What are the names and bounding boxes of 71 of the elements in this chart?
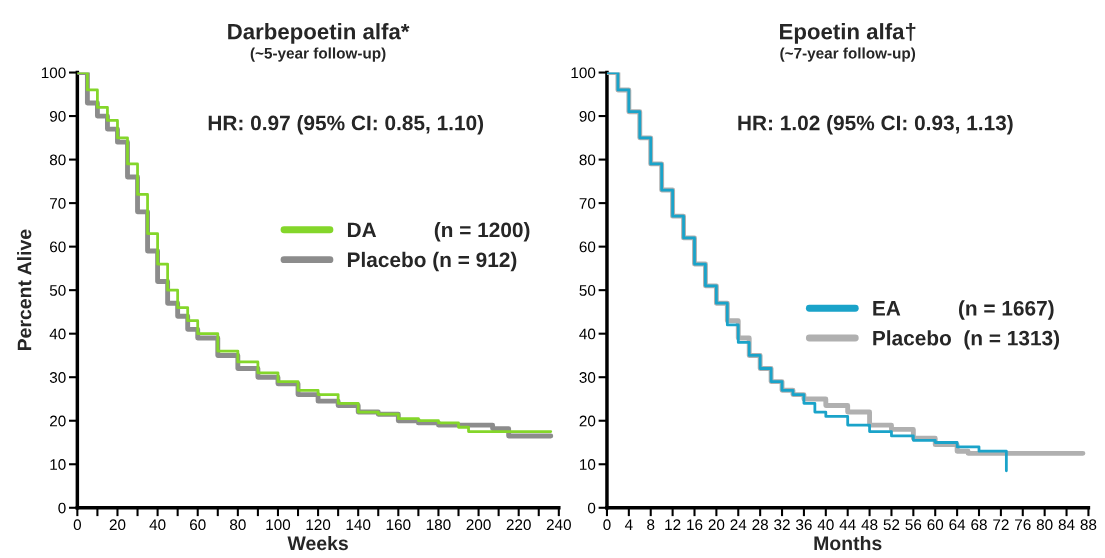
y-tick-label: 100 <box>571 67 596 79</box>
legend-label: EA (n = 1667) <box>873 300 1054 320</box>
x-axis-title: Months <box>814 535 882 551</box>
y-tick-label: 50 <box>49 285 66 296</box>
y-tick-label: 0 <box>587 502 596 514</box>
chart-subtitle: (~7-year follow-up) <box>780 47 916 62</box>
legend-label: DA (n = 1200) <box>347 222 530 242</box>
x-tick-label: 48 <box>861 519 878 531</box>
x-tick-label: 40 <box>817 519 834 531</box>
x-tick-label: 76 <box>1015 519 1031 531</box>
x-tick-label: 84 <box>1058 519 1075 531</box>
y-tick-label: 60 <box>50 241 66 253</box>
x-tick-label: 64 <box>949 519 966 531</box>
x-axis-title: Weeks <box>287 535 348 551</box>
x-tick-label: 160 <box>386 519 411 531</box>
x-tick-label: 0 <box>603 519 611 531</box>
annotation: HR: 1.02 (95% CI: 0.93, 1.13) <box>738 115 1013 135</box>
x-tick-label: 8 <box>647 519 655 531</box>
x-tick-label: 40 <box>149 519 166 531</box>
y-tick-label: 40 <box>579 328 596 340</box>
y-tick-label: 80 <box>49 154 66 166</box>
legend-label: Placebo (n = 912) <box>347 251 517 272</box>
y-axis-title: Percent Alive <box>17 229 32 351</box>
x-tick-label: 28 <box>752 519 768 531</box>
x-tick-label: 88 <box>1080 519 1097 531</box>
x-tick-label: 72 <box>993 519 1009 530</box>
y-tick-label: 90 <box>49 110 66 122</box>
x-tick-label: 56 <box>905 519 922 531</box>
x-tick-label: 44 <box>839 519 856 530</box>
x-tick-label: 0 <box>73 519 81 531</box>
annotation: HR: 0.97 (95% CI: 0.85, 1.10) <box>208 115 484 135</box>
y-tick-label: 10 <box>580 459 596 470</box>
y-tick-label: 30 <box>579 372 596 383</box>
x-tick-label: 20 <box>109 519 126 531</box>
x-tick-label: 36 <box>796 519 812 531</box>
y-tick-label: 20 <box>579 415 596 427</box>
y-tick-label: 40 <box>49 328 66 340</box>
y-tick-label: 90 <box>579 110 596 122</box>
x-tick-label: 32 <box>774 519 790 531</box>
y-tick-label: 30 <box>49 372 66 383</box>
x-tick-label: 68 <box>971 519 987 531</box>
x-tick-label: 100 <box>266 519 291 531</box>
x-tick-label: 60 <box>190 519 206 531</box>
x-tick-label: 20 <box>708 519 725 531</box>
x-tick-label: 4 <box>624 519 633 530</box>
y-tick-label: 0 <box>58 502 66 514</box>
x-tick-label: 60 <box>927 519 944 531</box>
x-tick-label: 240 <box>546 519 571 531</box>
x-tick-label: 200 <box>466 519 491 531</box>
y-tick-label: 50 <box>579 285 596 296</box>
x-tick-label: 220 <box>506 519 531 531</box>
x-tick-label: 16 <box>687 519 703 531</box>
y-tick-label: 60 <box>579 241 596 253</box>
y-tick-label: 10 <box>50 459 66 470</box>
chart-title: Darbepoetin alfa* <box>228 23 410 44</box>
y-tick-label: 20 <box>50 415 66 427</box>
y-tick-label: 100 <box>41 67 66 79</box>
legend-label: Placebo (n = 1313) <box>873 330 1060 350</box>
y-tick-label: 80 <box>579 154 596 166</box>
y-tick-label: 70 <box>50 197 66 209</box>
x-tick-label: 120 <box>306 519 331 531</box>
x-tick-label: 80 <box>230 519 246 531</box>
y-tick-label: 70 <box>579 197 596 209</box>
chart-title: Epoetin alfa† <box>780 23 916 44</box>
x-tick-label: 12 <box>665 519 681 530</box>
chart-subtitle: (~5-year follow-up) <box>250 47 386 62</box>
x-tick-label: 140 <box>346 519 371 531</box>
x-tick-label: 24 <box>730 519 747 530</box>
x-tick-label: 80 <box>1036 519 1053 531</box>
x-tick-label: 52 <box>883 519 900 531</box>
x-tick-label: 180 <box>426 519 451 531</box>
